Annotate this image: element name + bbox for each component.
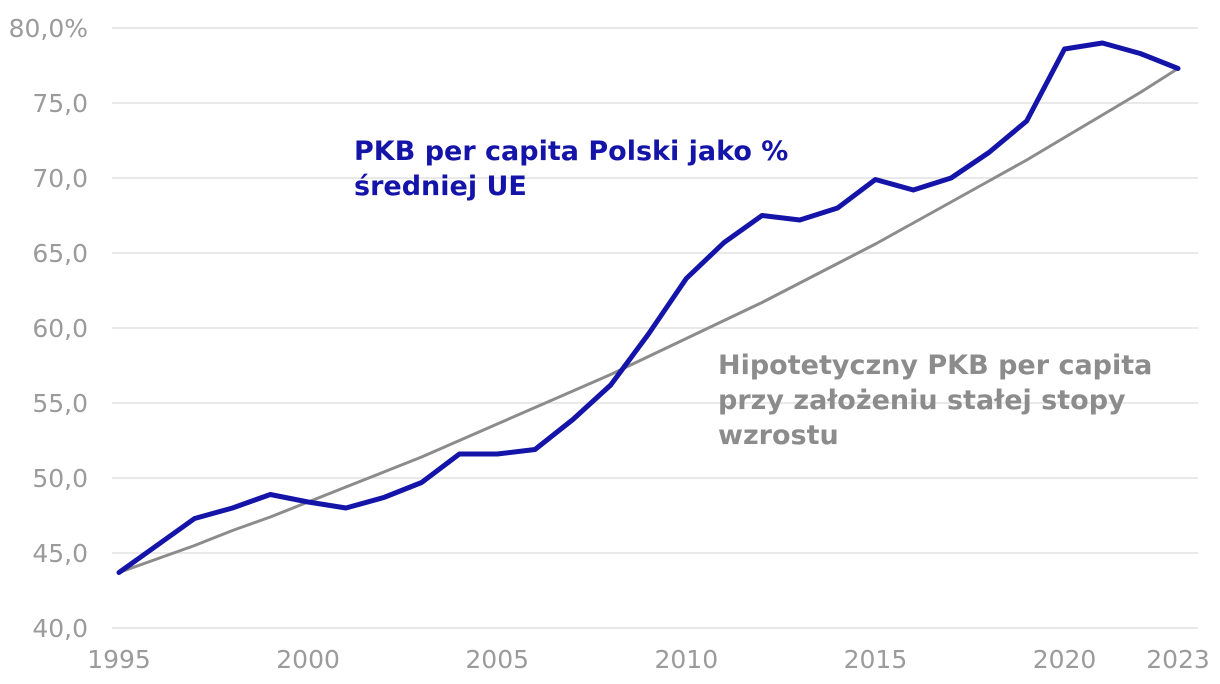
series-label-hipotetyczny: Hipotetyczny PKB per capita przy założen…	[718, 350, 1153, 452]
x-tick-label: 2020	[1033, 645, 1097, 674]
y-tick-label: 55,0	[32, 389, 88, 418]
y-tick-label: 45,0	[32, 539, 88, 568]
y-tick-label: 65,0	[32, 239, 88, 268]
series-lines	[116, 40, 1181, 575]
x-tick-label: 1995	[87, 645, 151, 674]
x-axis-ticks: 1995 2000 2005 2010 2015 2020 2023	[87, 645, 1210, 674]
x-tick-label: 2000	[276, 645, 340, 674]
x-tick-label: 2010	[655, 645, 719, 674]
y-tick-label: 40,0	[32, 614, 88, 643]
y-axis-ticks: 40,0 45,0 50,0 55,0 60,0 65,0 70,0 75,0 80,0%	[9, 14, 88, 643]
series-line-hipotetyczny	[117, 67, 1180, 574]
series-label-pkb-polski: PKB per capita Polski jako % średniej UE	[354, 136, 789, 203]
y-tick-label: 70,0	[32, 164, 88, 193]
y-tick-label: 60,0	[32, 314, 88, 343]
y-tick-label: 80,0%	[9, 14, 88, 43]
x-tick-label: 2015	[844, 645, 908, 674]
series-line-pkb-polski	[116, 40, 1181, 575]
y-tick-label: 75,0	[32, 89, 88, 118]
x-tick-label: 2005	[465, 645, 529, 674]
x-tick-label: 2023	[1146, 645, 1210, 674]
y-tick-label: 50,0	[32, 464, 88, 493]
